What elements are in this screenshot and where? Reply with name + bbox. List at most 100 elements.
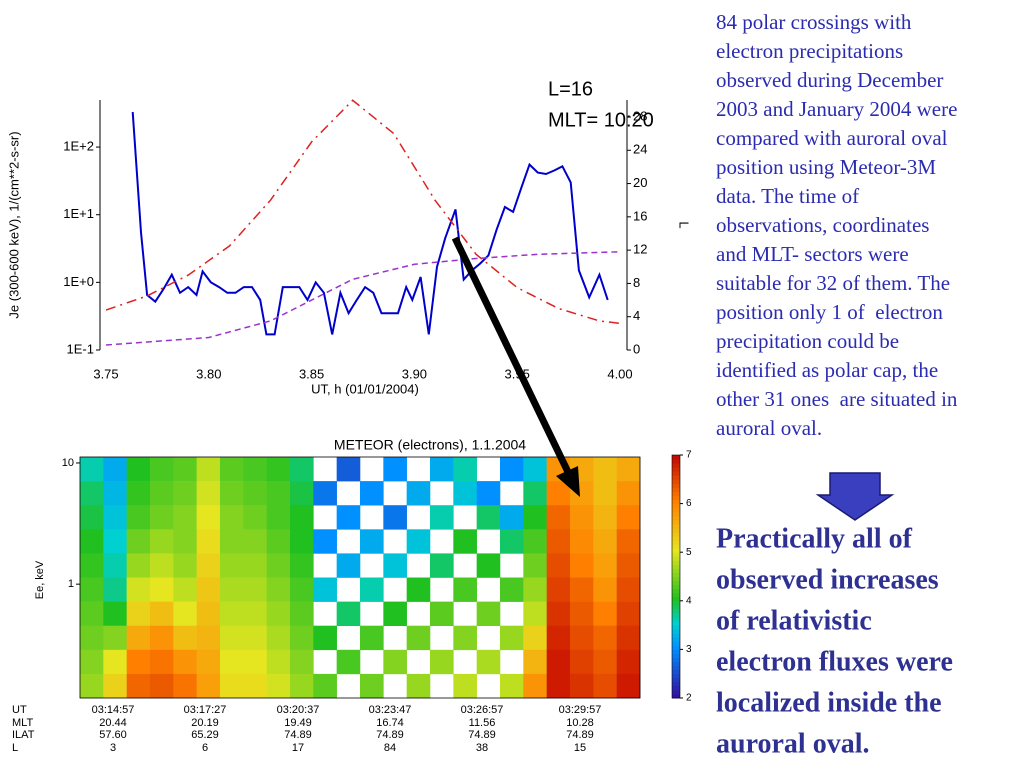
heat-cell	[430, 505, 454, 530]
paragraph-line: position using Meteor-3M	[716, 155, 936, 179]
conclusion-line: auroral oval.	[716, 728, 869, 759]
paragraph-line: identified as polar cap, the	[716, 358, 938, 382]
colorbar-step	[672, 645, 680, 650]
paragraph-line: 84 polar crossings with	[716, 10, 912, 34]
heat-cell	[220, 529, 244, 554]
x-tick-label: 3.85	[299, 366, 324, 381]
heat-cell	[546, 625, 571, 651]
heat-cell	[290, 457, 314, 482]
colorbar-label: 4	[686, 595, 692, 606]
colorbar-step	[672, 507, 680, 513]
heat-cell	[430, 553, 454, 578]
colorbar-step	[672, 503, 680, 509]
heat-cell	[126, 577, 151, 602]
colorbar-step	[672, 572, 680, 577]
colorbar-step	[672, 681, 680, 687]
colorbar-step	[672, 463, 680, 468]
heat-cell	[290, 601, 314, 626]
table-cell: 74.89	[468, 729, 496, 741]
colorbar-label: 3	[686, 644, 692, 655]
heat-cell	[593, 457, 617, 482]
colorbar-step	[672, 544, 680, 549]
heat-cell	[570, 577, 594, 602]
heat-cell	[126, 601, 151, 626]
annotation: MLT= 10:20	[548, 109, 654, 131]
colorbar-step	[672, 685, 680, 691]
table-cell: 74.89	[376, 729, 404, 741]
heat-cell	[406, 577, 431, 602]
heat-cell	[220, 481, 244, 506]
heat-cell	[80, 649, 104, 675]
colorbar-step	[672, 661, 680, 667]
heat-cell	[290, 577, 314, 602]
heat-cell	[103, 481, 127, 506]
table-cell: 74.89	[284, 729, 312, 741]
heat-cell	[476, 505, 501, 530]
heat-cell	[150, 529, 174, 554]
heat-cell	[546, 601, 571, 626]
heat-cell	[616, 577, 641, 602]
y-axis-label: Je (300-600 keV), 1/(cm**2-s-sr)	[6, 131, 21, 318]
heat-cell	[430, 601, 454, 626]
heat-cell	[500, 673, 524, 699]
heat-cell	[266, 529, 291, 554]
y-axis-label: Ee, keV	[34, 560, 46, 599]
heat-cell	[406, 481, 431, 506]
colorbar-step	[672, 588, 680, 594]
heat-cell	[243, 625, 267, 651]
paragraph-line: data. The time of	[716, 184, 859, 208]
heat-cell	[126, 673, 151, 699]
y2-tick-label: 0	[633, 341, 640, 356]
colorbar-step	[672, 689, 680, 695]
heat-cell	[593, 649, 617, 675]
heat-cell	[546, 673, 571, 699]
heat-cell	[103, 505, 127, 530]
heat-cell	[523, 673, 547, 699]
heat-cell	[290, 481, 314, 506]
heat-cell	[173, 529, 197, 554]
heat-cell	[593, 529, 617, 554]
heat-cell	[453, 577, 477, 602]
heat-cell	[523, 553, 547, 578]
heat-cell	[266, 553, 291, 578]
heat-cell	[360, 577, 384, 602]
y-tick-label: 1	[68, 578, 74, 590]
heat-cell	[126, 649, 151, 675]
heat-cell	[570, 529, 594, 554]
heat-cell	[593, 625, 617, 651]
heat-cell	[593, 601, 617, 626]
heat-cell	[336, 505, 361, 530]
table-cell: 38	[476, 742, 488, 754]
table-cell: 16.74	[376, 717, 404, 729]
colorbar-step	[672, 511, 680, 517]
heat-cell	[266, 625, 291, 651]
heat-cell	[266, 673, 291, 699]
heat-cell	[500, 529, 524, 554]
heat-cell	[570, 673, 594, 699]
heat-cell	[546, 529, 571, 554]
colorbar-step	[672, 580, 680, 586]
colorbar-step	[672, 455, 680, 460]
heat-cell	[570, 625, 594, 651]
colorbar-step	[672, 665, 680, 671]
table-cell: 10.28	[566, 717, 594, 729]
heat-cell	[546, 481, 571, 506]
conclusion-line: localized inside the	[716, 687, 942, 718]
heat-cell	[266, 505, 291, 530]
table-cell: 3	[110, 742, 116, 754]
paragraph-line: 2003 and January 2004 were	[716, 97, 957, 121]
heat-cell	[150, 625, 174, 651]
heat-cell	[616, 505, 641, 530]
series-line	[105, 99, 621, 325]
paragraph-line: observations, coordinates	[716, 213, 929, 237]
heat-cell	[336, 553, 361, 578]
heat-cell	[313, 529, 337, 554]
table-cell: 6	[202, 742, 208, 754]
heat-cell	[290, 505, 314, 530]
colorbar-step	[672, 519, 680, 525]
heat-cell	[266, 649, 291, 675]
heat-cell	[360, 481, 384, 506]
heat-cell	[336, 457, 361, 482]
heat-cell	[616, 553, 641, 578]
